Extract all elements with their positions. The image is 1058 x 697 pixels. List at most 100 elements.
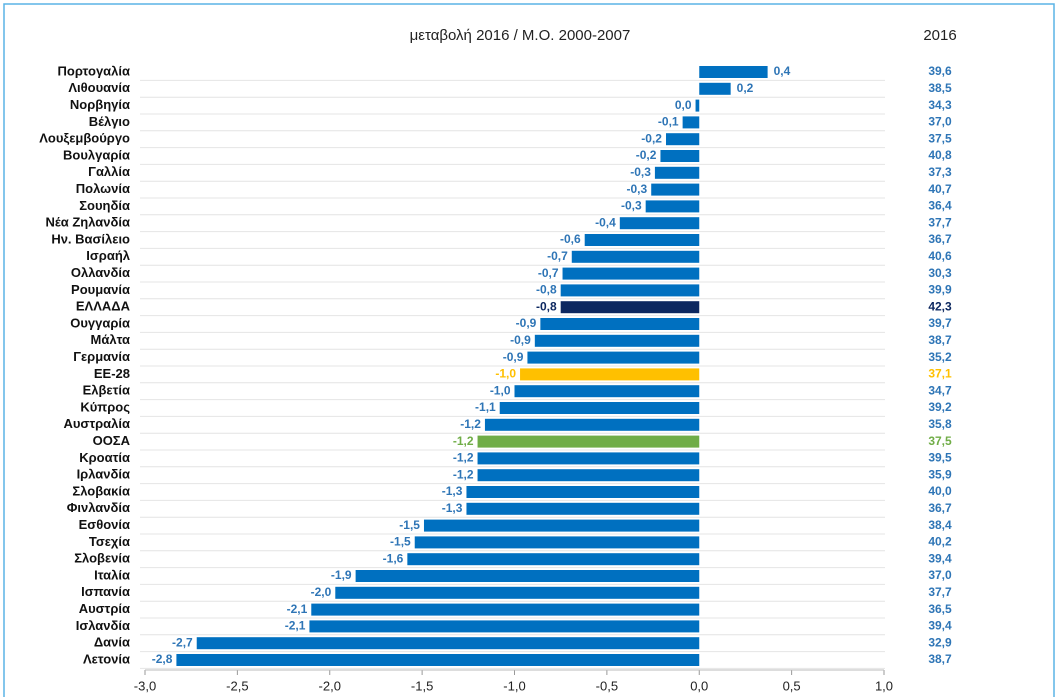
value-label: -0,8 bbox=[536, 299, 557, 313]
category-label: Κροατία bbox=[79, 450, 130, 465]
category-label: Φινλανδία bbox=[67, 500, 130, 515]
bar bbox=[651, 183, 700, 196]
side-value: 36,5 bbox=[928, 602, 952, 616]
x-tick-label: -2,5 bbox=[226, 678, 248, 693]
category-label: Μάλτα bbox=[91, 332, 130, 347]
category-label: Λουξεμβούργο bbox=[39, 131, 130, 146]
side-value: 39,5 bbox=[928, 451, 952, 465]
value-label: -2,1 bbox=[285, 619, 306, 633]
bar bbox=[562, 267, 700, 280]
bar bbox=[355, 570, 700, 582]
value-label: -0,8 bbox=[536, 283, 557, 297]
bar bbox=[477, 469, 700, 482]
side-value: 35,9 bbox=[928, 467, 952, 481]
value-label: -1,3 bbox=[442, 501, 463, 515]
bar bbox=[407, 553, 700, 566]
bar bbox=[645, 200, 700, 213]
side-value: 35,2 bbox=[928, 350, 952, 364]
side-value: 36,7 bbox=[928, 501, 952, 515]
category-label: Ισλανδία bbox=[76, 618, 130, 633]
bar bbox=[699, 82, 731, 95]
bar bbox=[665, 133, 700, 146]
side-value: 39,9 bbox=[928, 283, 952, 297]
side-value: 39,2 bbox=[928, 400, 952, 414]
category-label: Σλοβενία bbox=[74, 551, 130, 566]
value-label: -1,0 bbox=[495, 367, 516, 381]
bar bbox=[477, 452, 700, 465]
side-value: 37,7 bbox=[928, 585, 952, 599]
category-label: Λετονία bbox=[83, 651, 130, 666]
value-label: -0,9 bbox=[503, 350, 524, 364]
value-label: -1,5 bbox=[390, 535, 411, 549]
value-label: -0,7 bbox=[547, 249, 568, 263]
side-value: 39,4 bbox=[928, 619, 952, 633]
side-value: 40,8 bbox=[928, 148, 952, 162]
category-label: Σλοβακία bbox=[72, 483, 130, 498]
side-value: 39,6 bbox=[928, 64, 952, 78]
value-label: -1,2 bbox=[453, 451, 474, 465]
category-label: Ελβετία bbox=[83, 383, 130, 398]
category-label: Γερμανία bbox=[73, 349, 130, 364]
x-tick-label: -1,5 bbox=[411, 678, 433, 693]
bar bbox=[414, 536, 700, 549]
bar bbox=[466, 486, 700, 498]
side-value: 37,1 bbox=[928, 367, 952, 381]
category-label: ΕΕ-28 bbox=[94, 366, 130, 381]
category-label: Ισπανία bbox=[81, 584, 130, 599]
bar bbox=[423, 519, 700, 532]
bar bbox=[560, 284, 700, 297]
category-label: Αυστρία bbox=[79, 601, 130, 616]
side-value: 38,7 bbox=[928, 333, 952, 347]
x-tick-label: 0,5 bbox=[783, 678, 801, 693]
value-label: -0,2 bbox=[636, 148, 657, 162]
side-value: 40,2 bbox=[928, 535, 952, 549]
bar bbox=[584, 234, 700, 246]
value-label: -1,9 bbox=[331, 568, 352, 582]
bar bbox=[335, 586, 700, 599]
side-value: 37,5 bbox=[928, 131, 952, 145]
category-label: Ισραήλ bbox=[86, 248, 130, 263]
value-label: -2,0 bbox=[311, 585, 332, 599]
bar bbox=[176, 654, 700, 666]
category-label: Σουηδία bbox=[79, 198, 130, 213]
value-label: -1,2 bbox=[460, 417, 481, 431]
side-value: 37,0 bbox=[928, 568, 952, 582]
side-value: 30,3 bbox=[928, 266, 952, 280]
category-label: Τσεχία bbox=[89, 534, 130, 549]
category-label: Ρουμανία bbox=[71, 282, 130, 297]
bar bbox=[466, 502, 700, 515]
value-label: -2,1 bbox=[287, 602, 308, 616]
bar bbox=[699, 66, 768, 78]
side-value: 38,5 bbox=[928, 81, 952, 95]
bar bbox=[477, 435, 700, 448]
value-label: -2,7 bbox=[172, 635, 193, 649]
bar bbox=[654, 166, 700, 179]
bar bbox=[682, 116, 700, 129]
side-value: 35,8 bbox=[928, 417, 952, 431]
side-value: 40,7 bbox=[928, 182, 952, 196]
side-value: 37,3 bbox=[928, 165, 952, 179]
x-tick-label: 1,0 bbox=[875, 678, 893, 693]
bar bbox=[520, 368, 700, 381]
x-tick-label: -3,0 bbox=[134, 678, 156, 693]
bar bbox=[484, 418, 700, 431]
value-label: -0,9 bbox=[510, 333, 531, 347]
category-label: Βουλγαρία bbox=[63, 147, 130, 162]
bar bbox=[660, 150, 700, 162]
side-value: 39,7 bbox=[928, 316, 952, 330]
value-label: -0,3 bbox=[627, 182, 648, 196]
x-tick-label: 0,0 bbox=[690, 678, 708, 693]
frame bbox=[3, 3, 1055, 697]
column-title: 2016 bbox=[923, 27, 956, 44]
bar bbox=[560, 301, 700, 314]
value-label: -0,2 bbox=[641, 131, 662, 145]
value-label: -1,3 bbox=[442, 484, 463, 498]
bar bbox=[311, 603, 700, 616]
x-tick-label: -1,0 bbox=[503, 678, 525, 693]
category-label: Νέα Ζηλανδία bbox=[45, 215, 130, 230]
bar bbox=[527, 351, 700, 364]
value-label: -1,0 bbox=[490, 383, 511, 397]
category-label: Εσθονία bbox=[79, 517, 130, 532]
category-label: Ιταλία bbox=[94, 567, 130, 582]
value-label: -1,1 bbox=[475, 400, 496, 414]
